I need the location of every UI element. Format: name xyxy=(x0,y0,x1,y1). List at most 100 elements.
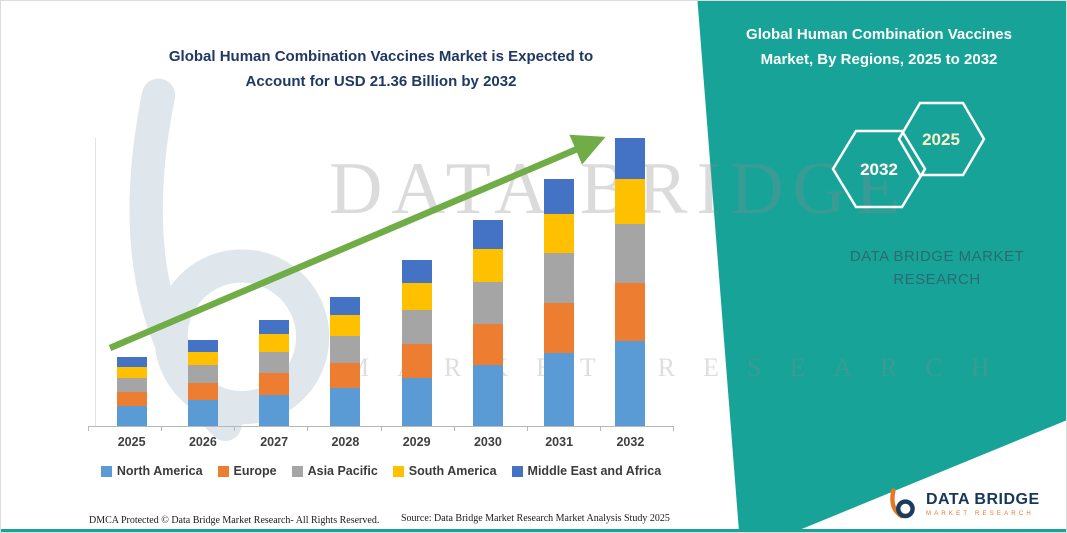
x-axis-line xyxy=(88,426,674,427)
bar-segment-europe-2026 xyxy=(187,382,218,401)
x-axis-tick xyxy=(453,427,455,431)
x-axis-ticks xyxy=(88,427,674,431)
bar-slot-2025 xyxy=(96,138,167,426)
legend-item-north-america: North America xyxy=(100,464,203,478)
bar-segment-asia-pacific-2025 xyxy=(116,377,147,393)
bar-segment-south-america-2031 xyxy=(544,214,575,254)
legend-swatch-south-america xyxy=(392,465,404,477)
logo-subtitle: MARKET RESEARCH xyxy=(926,510,1034,517)
hexagon-2025-label: 2025 xyxy=(922,130,960,149)
bar-2025 xyxy=(116,357,147,426)
panel-heading: Global Human Combination Vaccines Market… xyxy=(746,26,1012,68)
chart-title-line2: Account for USD 21.36 Billion by 2032 xyxy=(245,72,517,90)
bar-segment-north-america-2026 xyxy=(187,400,218,426)
legend-label-north-america: North America xyxy=(116,464,203,478)
bar-segment-europe-2025 xyxy=(116,392,147,406)
bar-segment-north-america-2027 xyxy=(259,395,290,426)
bar-segment-europe-2032 xyxy=(615,283,646,342)
bar-segment-south-america-2032 xyxy=(615,179,646,224)
bar-2030 xyxy=(472,219,503,426)
chart-title: Global Human Combination Vaccines Market… xyxy=(96,45,666,95)
bar-segment-north-america-2031 xyxy=(544,353,575,426)
dmca-notice: DMCA Protected © Data Bridge Market Rese… xyxy=(89,515,380,526)
x-axis-label-2026: 2026 xyxy=(188,435,217,449)
legend-label-south-america: South America xyxy=(408,464,497,478)
y-axis-line xyxy=(95,138,96,426)
bar-segment-south-america-2028 xyxy=(330,315,361,336)
chart-title-line1: Global Human Combination Vaccines Market… xyxy=(168,48,594,65)
x-axis-label-2027: 2027 xyxy=(260,435,289,449)
panel-brand-text: DATA BRIDGE MARKET RESEARCH xyxy=(849,248,1025,289)
bar-segment-middle-east-and-africa-2028 xyxy=(330,296,361,316)
bar-segment-europe-2029 xyxy=(401,343,432,378)
bar-segment-south-america-2030 xyxy=(472,249,503,282)
legend-swatch-middle-east-and-africa xyxy=(511,465,523,477)
databridge-logo-icon xyxy=(890,488,915,519)
x-axis-tick xyxy=(673,427,674,431)
bar-segment-asia-pacific-2032 xyxy=(615,223,646,284)
legend-label-europe: Europe xyxy=(233,464,277,478)
bar-segment-europe-2028 xyxy=(330,362,361,389)
bar-segment-north-america-2028 xyxy=(330,388,361,426)
hexagon-2032-icon xyxy=(831,129,927,209)
bar-2027 xyxy=(259,319,290,426)
legend-item-asia-pacific: Asia Pacific xyxy=(291,464,378,478)
bottom-accent-strip xyxy=(1,529,1066,532)
bar-segment-europe-2031 xyxy=(544,303,575,354)
stacked-bar-chart: 2025 2026 2027 2028 2029 2030 2031 2032 North A… xyxy=(88,138,674,478)
bar-slot-2029 xyxy=(381,138,452,426)
year-hexagons: 2032 2025 xyxy=(831,101,986,209)
bar-segment-asia-pacific-2030 xyxy=(472,281,503,324)
legend-swatch-asia-pacific xyxy=(291,465,303,477)
x-axis-label-2025: 2025 xyxy=(117,435,146,449)
bar-segment-middle-east-and-africa-2027 xyxy=(259,319,290,335)
x-axis-label-2031: 2031 xyxy=(545,435,574,449)
x-axis-label-2032: 2032 xyxy=(616,435,645,449)
legend-swatch-north-america xyxy=(100,465,112,477)
bar-segment-middle-east-and-africa-2026 xyxy=(187,339,218,352)
legend-item-south-america: South America xyxy=(392,464,497,478)
hexagon-2025-icon xyxy=(897,101,986,177)
bar-slot-2032 xyxy=(595,138,666,426)
bar-segment-north-america-2029 xyxy=(401,377,432,426)
x-axis-label-2030: 2030 xyxy=(473,435,502,449)
legend: North America Europe Asia Pacific South Ame… xyxy=(96,464,666,478)
bar-segment-asia-pacific-2027 xyxy=(259,351,290,374)
x-axis-tick xyxy=(526,427,528,431)
legend-swatch-europe xyxy=(217,465,229,477)
x-axis-tick xyxy=(161,427,163,431)
bar-slot-2030 xyxy=(452,138,523,426)
bar-slot-2027 xyxy=(239,138,310,426)
bar-slot-2031 xyxy=(524,138,595,426)
bar-segment-middle-east-and-africa-2029 xyxy=(401,260,432,284)
bar-segment-north-america-2032 xyxy=(615,341,646,426)
legend-label-asia-pacific: Asia Pacific xyxy=(307,464,378,478)
x-axis-tick xyxy=(380,427,382,431)
bar-2028 xyxy=(330,296,361,426)
x-axis-tick xyxy=(307,427,309,431)
bar-slot-2026 xyxy=(167,138,238,426)
bar-slot-2028 xyxy=(310,138,381,426)
x-axis-label-2029: 2029 xyxy=(402,435,431,449)
bar-segment-south-america-2025 xyxy=(116,366,147,378)
x-axis-labels: 2025 2026 2027 2028 2029 2030 2031 2032 xyxy=(96,435,666,449)
databridge-logo: DATA BRIDGE MARKET RESEARCH xyxy=(887,488,1040,520)
hexagon-2032-label: 2032 xyxy=(860,160,898,179)
x-axis-tick xyxy=(234,427,236,431)
bar-segment-south-america-2026 xyxy=(187,351,218,366)
databridge-logo-text: DATA BRIDGE MARKET RESEARCH xyxy=(926,490,1040,517)
source-note: Source: Data Bridge Market Research Mark… xyxy=(401,513,670,524)
bar-2031 xyxy=(544,179,575,426)
x-axis-tick xyxy=(599,427,601,431)
bar-segment-europe-2030 xyxy=(472,323,503,366)
bar-segment-south-america-2029 xyxy=(401,283,432,311)
bar-segment-south-america-2027 xyxy=(259,334,290,352)
legend-label-middle-east-and-africa: Middle East and Africa xyxy=(527,464,662,478)
legend-item-middle-east-and-africa: Middle East and Africa xyxy=(511,464,662,478)
bar-segment-middle-east-and-africa-2032 xyxy=(615,138,646,180)
bar-segment-asia-pacific-2028 xyxy=(330,335,361,363)
bar-segment-asia-pacific-2029 xyxy=(401,310,432,344)
logo-title: DATA BRIDGE xyxy=(926,490,1040,508)
